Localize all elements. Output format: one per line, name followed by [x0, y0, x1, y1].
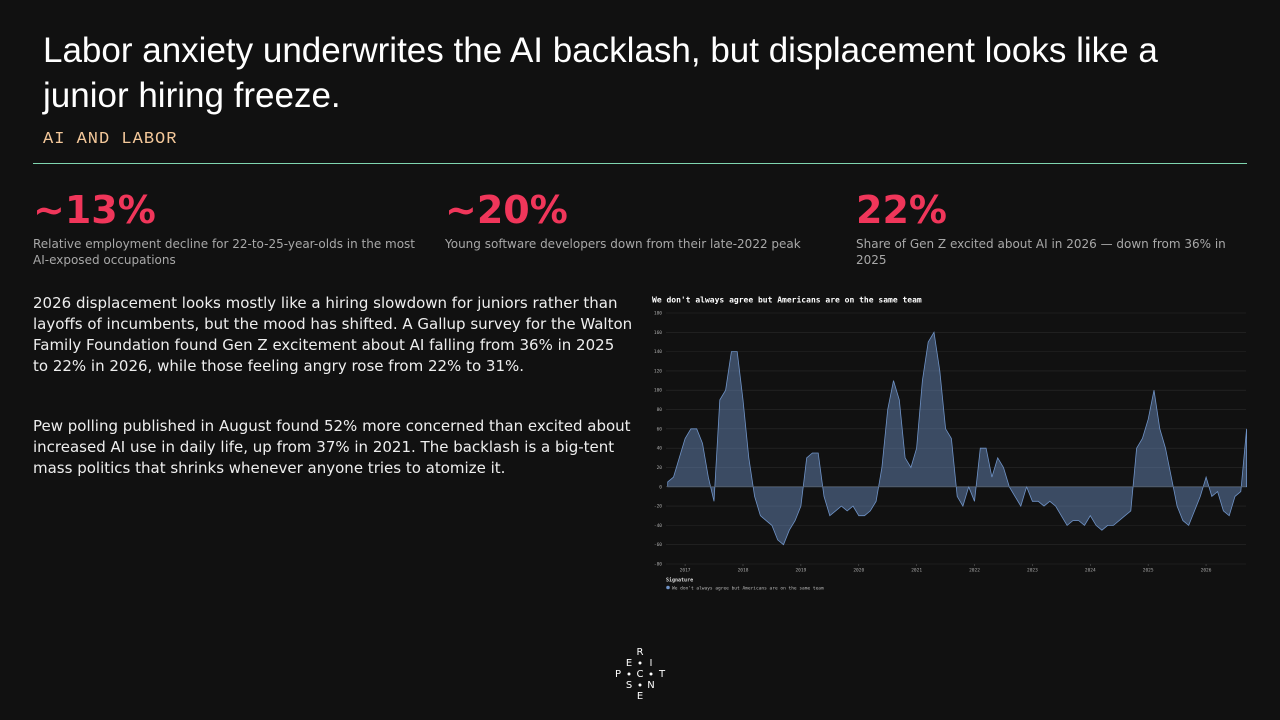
x-tick-label: 2022	[969, 568, 980, 574]
stat: ~20% Young software developers down from …	[445, 188, 835, 252]
logo-dot	[638, 683, 642, 687]
logo-letter: C	[637, 669, 644, 680]
y-tick-label: 40	[657, 446, 663, 452]
x-tick-label: 2019	[795, 568, 806, 574]
y-tick-label: 20	[657, 465, 663, 471]
title: Labor anxiety underwrites the AI backlas…	[43, 31, 1158, 115]
y-tick-label: 120	[654, 368, 662, 374]
logo-dot	[627, 672, 631, 676]
logo-letter: S	[626, 680, 632, 691]
logo-dot	[638, 661, 642, 665]
stat-figure: 22%	[856, 188, 947, 232]
logo-letter: T	[658, 669, 666, 680]
y-tick-label: 180	[654, 311, 662, 317]
stat-text: Young software developers down from thei…	[445, 237, 801, 251]
x-tick-label: 2025	[1143, 568, 1154, 574]
x-tick-label: 2018	[738, 568, 749, 574]
y-tick-label: 140	[654, 349, 662, 355]
stat: 22% Share of Gen Z excited about AI in 20…	[856, 188, 1246, 268]
x-tick-label: 2024	[1085, 568, 1096, 574]
x-tick-label: 2026	[1201, 568, 1212, 574]
x-tick-label: 2023	[1027, 568, 1038, 574]
x-tick-label: 2017	[680, 568, 691, 574]
y-tick-label: -40	[654, 523, 662, 529]
logo-letter: I	[650, 658, 653, 669]
logo-letter: P	[615, 669, 621, 680]
y-tick-label: -20	[654, 504, 662, 510]
area	[667, 331, 1247, 546]
logo-letter: N	[647, 680, 654, 691]
logo-letter: R	[637, 647, 644, 658]
logo: R E I P C T S N E	[615, 647, 666, 702]
y-tick-label: 100	[654, 388, 662, 394]
legend-title: Signature	[666, 578, 693, 584]
paragraph: Pew polling published in August found 52…	[33, 417, 631, 477]
stat-figure: ~20%	[445, 188, 568, 232]
divider	[33, 163, 1247, 164]
logo-letter: E	[637, 691, 643, 702]
y-tick-label: 0	[659, 484, 662, 490]
legend-swatch	[666, 585, 670, 590]
stat: ~13% Relative employment decline for 22-t…	[33, 188, 423, 268]
x-tick-label: 2021	[911, 568, 922, 574]
stat-figure: ~13%	[33, 188, 156, 232]
kicker: AI AND LABOR	[43, 130, 178, 149]
stat-text: Share of Gen Z excited about AI in 2026 …	[856, 237, 1226, 267]
y-tick-label: 80	[657, 407, 663, 413]
y-tick-label: -60	[654, 542, 662, 548]
y-tick-label: -80	[654, 562, 662, 568]
stat-text: Relative employment decline for 22-to-25…	[33, 237, 416, 267]
logo-letter: E	[626, 658, 632, 669]
logo-dot	[649, 672, 653, 676]
legend-label: We don't always agree but Americans are …	[672, 586, 824, 592]
chart-title: We don't always agree but Americans are …	[652, 295, 922, 305]
y-tick-label: 160	[654, 330, 662, 336]
x-tick-label: 2020	[853, 568, 864, 574]
paragraph: 2026 displacement looks mostly like a hi…	[33, 294, 633, 375]
y-tick-label: 60	[657, 426, 663, 432]
